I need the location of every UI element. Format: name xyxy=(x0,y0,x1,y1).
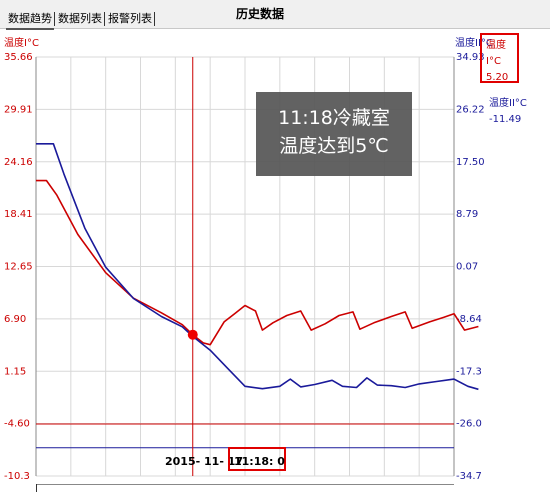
readout-temp1-label: 温度I°C xyxy=(486,40,506,67)
cursor-marker xyxy=(187,329,198,340)
cursor-date: 2015- 11- 17 xyxy=(165,455,244,468)
right-tick-label: 26.22 xyxy=(456,104,485,115)
trend-chart[interactable]: 温度I°C 温度II°C 35.66 29.91 24.16 18.41 12.65 6.… xyxy=(0,29,550,479)
cursor-time-box xyxy=(228,447,286,471)
annotation-line1: 11:18冷藏室 xyxy=(278,107,390,129)
tab-bar: 数据趋势 数据列表 报警列表 历史数据 xyxy=(0,0,550,30)
left-tick-label: -10.3 xyxy=(4,471,30,479)
time-scrollbar[interactable] xyxy=(36,484,454,493)
tab-separator xyxy=(54,12,55,26)
tab-data-trend[interactable]: 数据趋势 xyxy=(6,10,54,30)
right-tick-label: -26.0 xyxy=(456,419,482,430)
readout-temp1-value: 5.20 xyxy=(486,72,509,83)
tab-separator xyxy=(154,12,155,26)
left-tick-label: 18.41 xyxy=(4,209,33,220)
left-tick-label: 35.66 xyxy=(4,52,33,63)
right-tick-label: -8.64 xyxy=(456,314,482,325)
readout-temp1: 温度I°C 5.20 xyxy=(480,33,519,83)
tab-alarm-list[interactable]: 报警列表 xyxy=(108,12,152,25)
readout-temp2: 温度II°C -11.49 xyxy=(484,95,532,129)
left-tick-label: 1.15 xyxy=(4,366,26,377)
series-layer xyxy=(36,143,479,391)
right-axis-label: 温度II°C xyxy=(455,36,493,49)
readout-temp2-value: -11.49 xyxy=(489,114,522,125)
left-axis-ticks: 35.66 29.91 24.16 18.41 12.65 6.90 1.15 -4.60 -1… xyxy=(4,52,33,479)
right-tick-label: -17.3 xyxy=(456,366,482,377)
scrollbar-handle[interactable] xyxy=(36,484,41,492)
left-tick-label: 24.16 xyxy=(4,157,33,168)
annotation-box: 11:18冷藏室 温度达到5℃ xyxy=(256,92,412,176)
page-title: 历史数据 xyxy=(235,7,284,21)
right-axis-ticks: 34.93 26.22 17.50 8.79 0.07 -8.64 -17.3 -26.0 -3… xyxy=(456,52,485,479)
right-tick-label: 17.50 xyxy=(456,157,485,168)
series-line-temp2 xyxy=(36,143,479,391)
tab-data-list[interactable]: 数据列表 xyxy=(58,12,102,25)
series-line-temp1 xyxy=(36,179,479,346)
readout-temp2-label: 温度II°C xyxy=(489,98,527,109)
cursor-time: 11:18: 0 xyxy=(234,455,285,468)
left-tick-label: 29.91 xyxy=(4,104,33,115)
chart-grid xyxy=(35,56,455,477)
left-tick-label: 6.90 xyxy=(4,314,26,325)
right-tick-label: -34.7 xyxy=(456,471,482,479)
right-tick-label: 34.93 xyxy=(456,52,485,63)
cursor-layer xyxy=(187,57,198,476)
left-axis-label: 温度I°C xyxy=(4,36,39,49)
right-tick-label: 0.07 xyxy=(456,262,478,273)
left-tick-label: -4.60 xyxy=(4,419,30,430)
annotation-line2: 温度达到5℃ xyxy=(279,135,389,157)
tab-separator xyxy=(104,12,105,26)
right-tick-label: 8.79 xyxy=(456,209,478,220)
left-tick-label: 12.65 xyxy=(4,262,33,273)
